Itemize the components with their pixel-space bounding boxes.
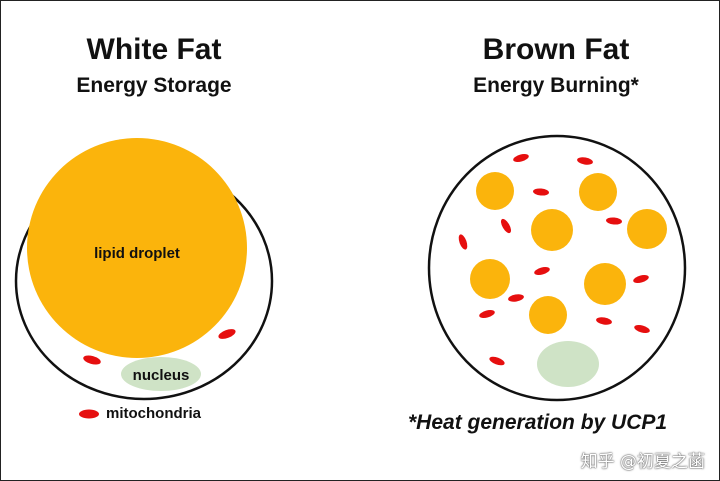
mitochondrion — [533, 188, 549, 196]
mitochondrion — [596, 317, 612, 325]
watermark: 知乎 @初夏之菡 — [580, 452, 705, 472]
mitochondrion — [83, 355, 101, 365]
legend-mitochondria-swatch — [79, 409, 99, 419]
mitochondrion — [479, 310, 495, 318]
white-fat-cell: lipid droplet nucleus — [14, 138, 274, 401]
mitochondrion — [534, 267, 550, 275]
mitochondrion — [513, 154, 529, 162]
nucleus — [537, 341, 599, 387]
lipid-droplet — [529, 296, 567, 334]
white-fat-subtitle: Energy Storage — [76, 74, 232, 97]
legend-mitochondria-label: mitochondria — [106, 405, 202, 422]
lipid-droplet — [579, 173, 617, 211]
mitochondrion — [489, 356, 505, 366]
nucleus-label: nucleus — [133, 367, 190, 384]
white-fat-title: White Fat — [86, 33, 222, 66]
brown-fat-subtitle: Energy Burning* — [473, 74, 639, 97]
lipid-droplet — [584, 263, 626, 305]
mitochondrion — [458, 234, 468, 250]
mitochondrion — [508, 294, 524, 302]
mitochondrion — [633, 275, 649, 283]
lipid-droplet — [531, 209, 573, 251]
lipid-droplet — [476, 172, 514, 210]
lipid-droplet — [627, 209, 667, 249]
mitochondrion — [218, 329, 236, 339]
brown-fat-cell — [427, 134, 687, 402]
brown-fat-title: Brown Fat — [482, 33, 630, 66]
mitochondrion — [577, 157, 593, 165]
lipid-droplet — [27, 138, 247, 358]
mitochondrion — [606, 217, 622, 225]
ucp1-footnote: *Heat generation by UCP1 — [408, 411, 668, 434]
mitochondrion — [634, 325, 650, 333]
lipid-droplet — [470, 259, 510, 299]
lipid-droplet-label: lipid droplet — [94, 245, 180, 262]
mitochondrion — [500, 218, 512, 234]
nucleus — [121, 357, 201, 391]
